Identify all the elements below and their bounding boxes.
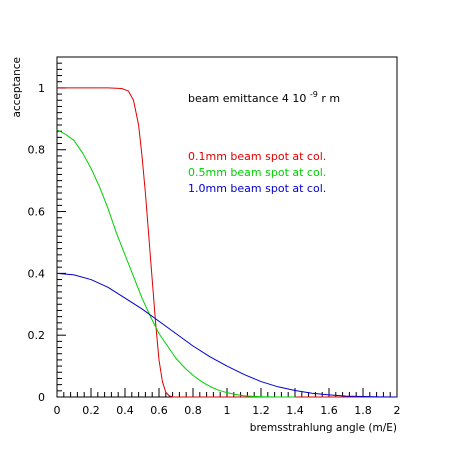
series-line-2 — [56, 272, 398, 398]
series-curves — [56, 87, 398, 398]
x-tick-label: 2 — [394, 404, 401, 417]
legend-entry-0.1mm: 0.1mm beam spot at col. — [188, 150, 326, 163]
legend-entry-1.0mm: 1.0mm beam spot at col. — [188, 182, 326, 195]
plot-frame — [56, 56, 398, 398]
emittance-prefix: beam emittance 4 10 — [188, 92, 306, 105]
x-axis-label: bremsstrahlung angle (m/E) — [250, 422, 397, 434]
y-tick-label: 0.8 — [28, 144, 46, 157]
x-tick-label: 1.4 — [286, 404, 304, 417]
legend: 0.1mm beam spot at col. 0.5mm beam spot … — [188, 150, 326, 195]
series-line-1 — [56, 129, 295, 398]
axis-ticks — [56, 56, 398, 398]
y-tick-label: 0 — [38, 391, 45, 404]
x-tick-label: 0 — [54, 404, 61, 417]
y-tick-label: 0.2 — [28, 329, 46, 342]
x-tick-label: 0.2 — [82, 404, 100, 417]
legend-entry-0.5mm: 0.5mm beam spot at col. — [188, 166, 326, 179]
x-tick-label: 0.6 — [150, 404, 168, 417]
y-tick-label: 1 — [38, 82, 45, 95]
emittance-suffix: r m — [321, 92, 340, 105]
x-tick-label: 1 — [224, 404, 231, 417]
series-line-0 — [57, 87, 397, 398]
x-tick-label: 1.6 — [320, 404, 338, 417]
axis-labels: 0 0.2 0.4 0.6 0.8 1 1.2 1.4 1.6 1.8 2 0 0.2 0.4 0.6 0.8… — [28, 82, 401, 417]
y-tick-label: 0.4 — [28, 267, 46, 280]
y-tick-label: 0.6 — [28, 206, 46, 219]
x-tick-label: 0.8 — [184, 404, 202, 417]
emittance-annotation: beam emittance 4 10 -9 r m — [188, 87, 340, 105]
x-tick-label: 1.8 — [354, 404, 372, 417]
x-tick-label: 0.4 — [116, 404, 134, 417]
y-axis-label: acceptance — [11, 57, 23, 118]
x-tick-label: 1.2 — [252, 404, 270, 417]
emittance-exponent: -9 — [310, 90, 318, 99]
